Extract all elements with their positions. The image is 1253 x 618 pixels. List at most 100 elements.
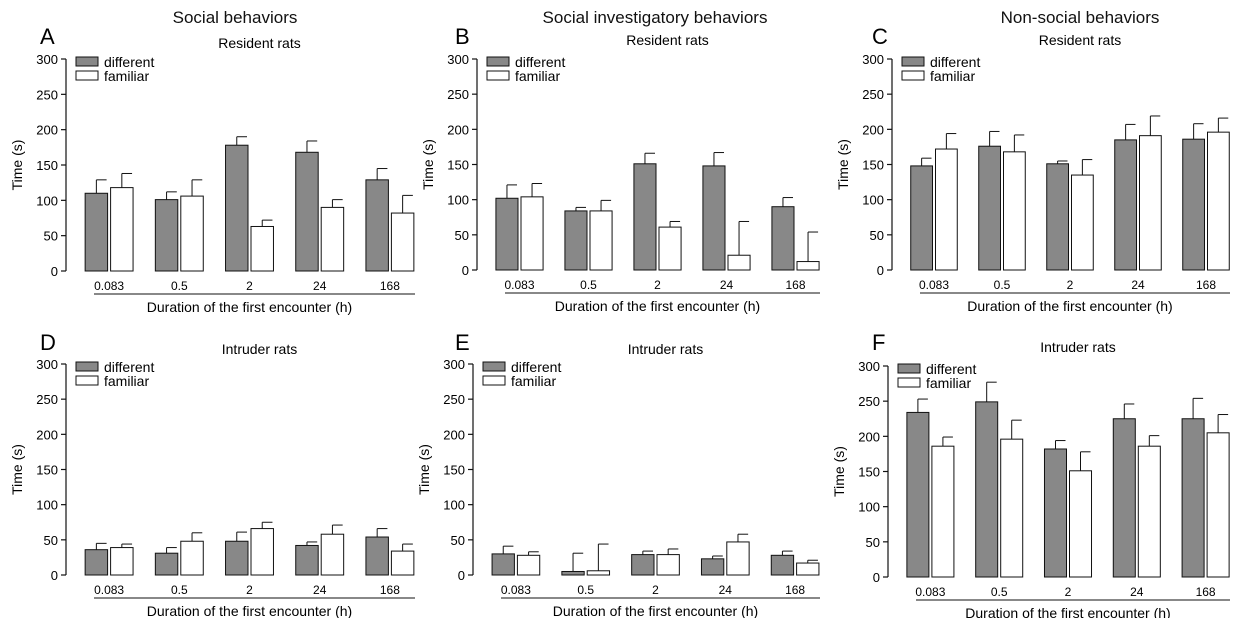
panel-letter-e: E bbox=[455, 330, 470, 355]
panel-b-bar-familiar bbox=[658, 226, 682, 271]
panel-c-subtitle: Resident rats bbox=[1039, 32, 1121, 48]
panel-c-y-tick-label: 0 bbox=[877, 263, 884, 278]
panel-a-bar-familiar bbox=[390, 212, 415, 272]
panel-f-bar-familiar bbox=[1206, 432, 1230, 578]
panel-c-legend-label-different: different bbox=[930, 54, 980, 70]
panel-e-y-tick-label: 50 bbox=[451, 533, 465, 548]
panel-e-y-tick-label: 100 bbox=[443, 498, 465, 513]
panel-d-x-axis-label: Duration of the first encounter (h) bbox=[147, 603, 352, 618]
panel-e-category-label: 168 bbox=[785, 583, 805, 597]
panel-d-category-label: 168 bbox=[380, 583, 400, 597]
panel-d-y-axis-label: Time (s) bbox=[9, 444, 25, 495]
panel-d-category-label: 24 bbox=[313, 583, 327, 597]
panel-d-legend-label-familiar: familiar bbox=[104, 373, 149, 389]
panel-f-y-tick-label: 0 bbox=[873, 570, 880, 585]
panel-a-category-label: 2 bbox=[246, 279, 253, 293]
panel-b-legend-swatch-familiar bbox=[486, 70, 510, 81]
panel-d-y-tick-label: 250 bbox=[36, 392, 58, 407]
panel-b-y-tick-label: 200 bbox=[447, 122, 469, 137]
panel-e-bar-familiar bbox=[516, 554, 541, 576]
panel-a-y-tick-label: 250 bbox=[36, 87, 58, 102]
panel-a-y-tick-label: 300 bbox=[36, 52, 58, 67]
panel-f-y-tick-label: 100 bbox=[858, 500, 880, 515]
panel-c-y-tick-label: 150 bbox=[862, 158, 884, 173]
panel-a-category-label: 0.5 bbox=[171, 279, 188, 293]
panel-a-bar-different bbox=[365, 179, 389, 272]
panel-e-bar-different bbox=[770, 554, 795, 576]
panel-f-bar-different bbox=[1112, 418, 1136, 578]
panel-b-bar-different bbox=[702, 165, 726, 271]
panel-c-y-tick-label: 300 bbox=[862, 52, 884, 67]
panel-d-subtitle: Intruder rats bbox=[222, 341, 297, 357]
panel-d-bar-familiar bbox=[250, 528, 274, 576]
panel-d-bar-familiar bbox=[390, 550, 415, 576]
panel-c-bar-different bbox=[1114, 139, 1137, 271]
panel-c-bar-different bbox=[978, 145, 1001, 271]
panel-d-y-tick-label: 200 bbox=[36, 427, 58, 442]
panel-b-x-axis-label: Duration of the first encounter (h) bbox=[555, 298, 760, 314]
panel-f-y-tick-label: 50 bbox=[866, 535, 880, 550]
panel-d-bar-different bbox=[365, 536, 389, 576]
panel-f-legend-swatch-familiar bbox=[897, 377, 921, 388]
panel-e-y-tick-label: 150 bbox=[443, 463, 465, 478]
panel-e-bar-familiar bbox=[796, 562, 820, 576]
panel-e-legend-label-different: different bbox=[511, 359, 561, 375]
panel-b-legend-swatch-different bbox=[486, 56, 510, 67]
panel-a-bar-familiar bbox=[110, 187, 134, 272]
panel-f-legend-swatch-different bbox=[897, 363, 921, 374]
panel-a-legend-label-familiar: familiar bbox=[104, 68, 149, 84]
panel-c-y-tick-label: 200 bbox=[862, 122, 884, 137]
panel-e-y-axis-label: Time (s) bbox=[416, 444, 432, 495]
panel-d-y-tick-label: 150 bbox=[36, 463, 58, 478]
panel-e-y-tick-label: 200 bbox=[443, 427, 465, 442]
panel-f-category-label: 2 bbox=[1065, 585, 1072, 599]
panel-a-bar-different bbox=[225, 144, 249, 272]
panel-d-category-label: 0.083 bbox=[94, 583, 124, 597]
panel-c-y-tick-label: 250 bbox=[862, 87, 884, 102]
panel-a-bar-different bbox=[84, 192, 109, 272]
panel-a-y-tick-label: 100 bbox=[36, 193, 58, 208]
panel-e-bar-familiar bbox=[656, 554, 680, 576]
panel-d-y-tick-label: 50 bbox=[44, 533, 58, 548]
panel-f-y-tick-label: 250 bbox=[858, 394, 880, 409]
panel-c-legend-swatch-familiar bbox=[901, 70, 925, 81]
panel-d-legend-label-different: different bbox=[104, 359, 154, 375]
panel-b-bar-different bbox=[495, 197, 519, 271]
panel-a-legend-swatch-different bbox=[75, 56, 99, 67]
panel-a-y-tick-label: 200 bbox=[36, 123, 58, 138]
panel-e-legend-label-familiar: familiar bbox=[511, 373, 556, 389]
panel-b-y-axis-label: Time (s) bbox=[420, 139, 436, 190]
panel-f-bar-familiar bbox=[1069, 470, 1093, 578]
panel-b-bar-familiar bbox=[796, 261, 820, 271]
panel-a-y-tick-label: 0 bbox=[51, 264, 58, 279]
panel-letter-f: F bbox=[872, 330, 885, 355]
panel-d-legend-swatch-familiar bbox=[75, 375, 99, 386]
panel-letter-c: C bbox=[872, 24, 888, 49]
column-title-social-investigatory: Social investigatory behaviors bbox=[542, 8, 768, 27]
panel-f-bar-familiar bbox=[1000, 438, 1024, 578]
panel-b-bar-familiar bbox=[520, 196, 544, 271]
panel-b-y-tick-label: 50 bbox=[455, 228, 469, 243]
panel-c-bar-familiar bbox=[1071, 174, 1094, 271]
panel-c-category-label: 0.083 bbox=[919, 278, 949, 292]
panel-c-category-label: 24 bbox=[1131, 278, 1145, 292]
panel-c-bar-familiar bbox=[1003, 151, 1026, 271]
panel-f-bar-familiar bbox=[931, 445, 955, 578]
panel-d-bar-familiar bbox=[180, 540, 204, 576]
panel-b-bar-different bbox=[633, 163, 657, 271]
panel-a-bar-familiar bbox=[320, 206, 345, 272]
panel-letter-a: A bbox=[40, 24, 55, 49]
panel-f-y-tick-label: 150 bbox=[858, 465, 880, 480]
panel-c-legend-label-familiar: familiar bbox=[930, 68, 975, 84]
panel-f-category-label: 0.5 bbox=[991, 585, 1008, 599]
column-title-social: Social behaviors bbox=[172, 8, 298, 27]
panel-f-legend-label-different: different bbox=[926, 361, 976, 377]
panel-c-x-axis-label: Duration of the first encounter (h) bbox=[967, 298, 1172, 314]
panel-d-bar-different bbox=[295, 544, 319, 576]
panel-f-category-label: 168 bbox=[1196, 585, 1216, 599]
panel-a-category-label: 0.083 bbox=[94, 279, 124, 293]
panel-f-y-tick-label: 200 bbox=[858, 429, 880, 444]
panel-b-y-tick-label: 0 bbox=[462, 263, 469, 278]
panel-a-category-label: 24 bbox=[313, 279, 327, 293]
